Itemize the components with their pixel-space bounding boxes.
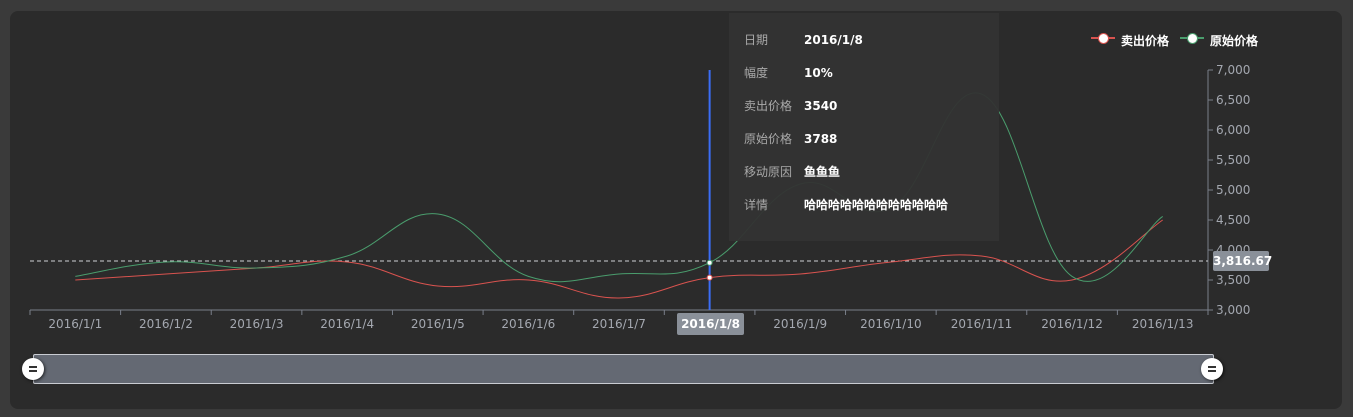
series-line-1 bbox=[75, 92, 1163, 283]
tooltip-value: 鱼鱼鱼 bbox=[804, 165, 841, 179]
tooltip-value: 10% bbox=[804, 66, 833, 80]
tooltip-value: 3540 bbox=[804, 99, 838, 113]
x-tick-label: 2016/1/2 bbox=[139, 317, 193, 331]
tooltip-key: 详情 bbox=[744, 198, 769, 212]
y-tick-label: 3,000 bbox=[1216, 303, 1250, 317]
tooltip: 日期 2016/1/8 幅度 10% 卖出价格 3540 原始价格 3788 移动原因鱼… bbox=[729, 13, 999, 241]
x-tick-label: 2016/1/1 bbox=[48, 317, 102, 331]
legend-line-icon bbox=[1180, 33, 1204, 44]
tooltip-row-date: 日期 2016/1/8 bbox=[744, 33, 863, 47]
y-tick-label: 6,000 bbox=[1216, 123, 1250, 137]
y-tick-label: 3,500 bbox=[1216, 273, 1250, 287]
series-line-0 bbox=[75, 219, 1163, 299]
x-tick-label: 2016/1/10 bbox=[860, 317, 922, 331]
x-tick-label: 2016/1/13 bbox=[1132, 317, 1194, 331]
x-tick-label: 2016/1/6 bbox=[501, 317, 555, 331]
crosshair-x-label: 2016/1/8 bbox=[677, 313, 744, 335]
y-tick-label: 4,500 bbox=[1216, 213, 1250, 227]
tooltip-row-range: 幅度 10% bbox=[744, 66, 833, 80]
crosshair-y-label: 3,816.67 bbox=[1213, 251, 1272, 271]
tooltip-row-details: 详情 哈哈哈哈哈哈哈哈哈哈哈哈 bbox=[744, 198, 948, 212]
x-tick-label: 2016/1/11 bbox=[951, 317, 1013, 331]
x-tick-label: 2016/1/9 bbox=[773, 317, 827, 331]
legend-line-icon bbox=[1091, 33, 1115, 44]
tooltip-key: 原始价格 bbox=[744, 132, 793, 146]
legend-label-sell-price: 卖出价格 bbox=[1121, 34, 1170, 48]
x-tick-label: 2016/1/4 bbox=[320, 317, 374, 331]
active-data-point bbox=[706, 274, 713, 281]
y-tick-label: 5,000 bbox=[1216, 183, 1250, 197]
datazoom-slider[interactable] bbox=[33, 354, 1214, 384]
x-tick-label: 2016/1/5 bbox=[411, 317, 465, 331]
tooltip-key: 幅度 bbox=[744, 66, 769, 80]
y-tick-label: 5,500 bbox=[1216, 153, 1250, 167]
tooltip-row-original-price: 原始价格 3788 bbox=[744, 132, 837, 146]
active-data-point bbox=[706, 259, 713, 266]
datazoom-end-handle[interactable] bbox=[1201, 358, 1223, 380]
tooltip-key: 日期 bbox=[744, 33, 769, 47]
x-tick-label: 2016/1/7 bbox=[592, 317, 646, 331]
x-tick-label: 2016/1/3 bbox=[230, 317, 284, 331]
y-tick-label: 6,500 bbox=[1216, 93, 1250, 107]
y-tick-label: 7,000 bbox=[1216, 63, 1250, 77]
tooltip-key: 卖出价格 bbox=[744, 99, 793, 113]
tooltip-value: 3788 bbox=[804, 132, 838, 146]
datazoom-start-handle[interactable] bbox=[22, 358, 44, 380]
legend-label-original-price: 原始价格 bbox=[1210, 34, 1259, 48]
tooltip-key: 移动原因 bbox=[744, 165, 793, 179]
tooltip-row-sell-price: 卖出价格 3540 bbox=[744, 99, 837, 113]
tooltip-value: 2016/1/8 bbox=[804, 33, 863, 47]
tooltip-value: 哈哈哈哈哈哈哈哈哈哈哈哈 bbox=[804, 198, 949, 212]
x-tick-label: 2016/1/12 bbox=[1041, 317, 1103, 331]
chart-panel bbox=[10, 11, 1342, 409]
tooltip-row-reason: 移动原因 鱼鱼鱼 bbox=[744, 165, 840, 179]
